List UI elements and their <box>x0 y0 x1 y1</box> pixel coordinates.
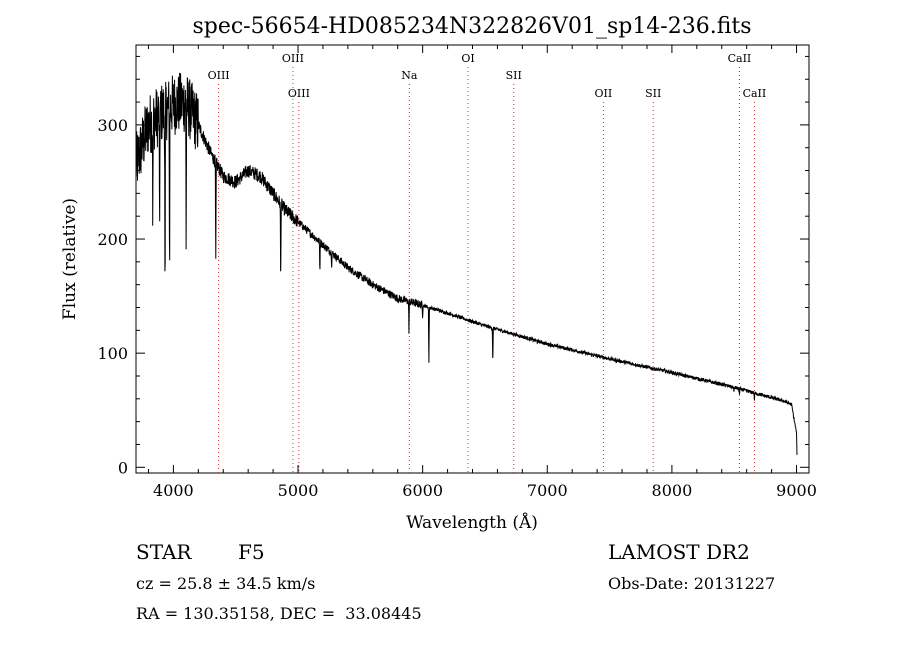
spectrum-line <box>135 72 798 455</box>
chart-title: spec-56654-HD085234N322826V01_sp14-236.f… <box>192 14 751 39</box>
axis-ticks: 4000 5000 6000 7000 8000 9000 0 100 200 300 <box>97 45 817 500</box>
x-tick-label: 7000 <box>527 481 568 500</box>
y-tick-label: 0 <box>118 458 128 477</box>
object-class: STAR <box>136 540 192 564</box>
y-tick-label: 100 <box>97 344 128 363</box>
line-marker-label: OII <box>595 87 613 100</box>
x-tick-label: 5000 <box>278 481 319 500</box>
line-marker-label: CaII <box>728 52 752 65</box>
line-marker-label: CaII <box>743 87 767 100</box>
line-marker-label: OIII <box>282 52 304 65</box>
x-tick-label: 4000 <box>153 481 194 500</box>
x-axis-label: Wavelength (Å) <box>406 512 538 533</box>
y-tick-label: 300 <box>97 116 128 135</box>
plot-frame <box>135 44 810 474</box>
x-tick-label: 8000 <box>652 481 693 500</box>
coordinates: RA = 130.35158, DEC = 33.08445 <box>136 604 422 623</box>
survey-name: LAMOST DR2 <box>608 540 750 564</box>
x-tick-label: 6000 <box>402 481 443 500</box>
line-marker-label: OIII <box>288 87 310 100</box>
line-marker-label: SII <box>645 87 661 100</box>
line-marker-label: SII <box>506 69 522 82</box>
observation-date: Obs-Date: 20131227 <box>608 574 776 593</box>
line-markers: OIII OIII OIII Na OI SII OII SII CaII CaII <box>208 52 767 473</box>
line-marker-label: OIII <box>208 69 230 82</box>
line-marker-label: OI <box>461 52 474 65</box>
y-axis-label: Flux (relative) <box>60 198 80 320</box>
redshift-velocity: cz = 25.8 ± 34.5 km/s <box>136 574 316 593</box>
x-tick-label: 9000 <box>776 481 817 500</box>
object-subclass: F5 <box>238 540 265 564</box>
y-tick-label: 200 <box>97 230 128 249</box>
line-marker-label: Na <box>401 69 418 82</box>
